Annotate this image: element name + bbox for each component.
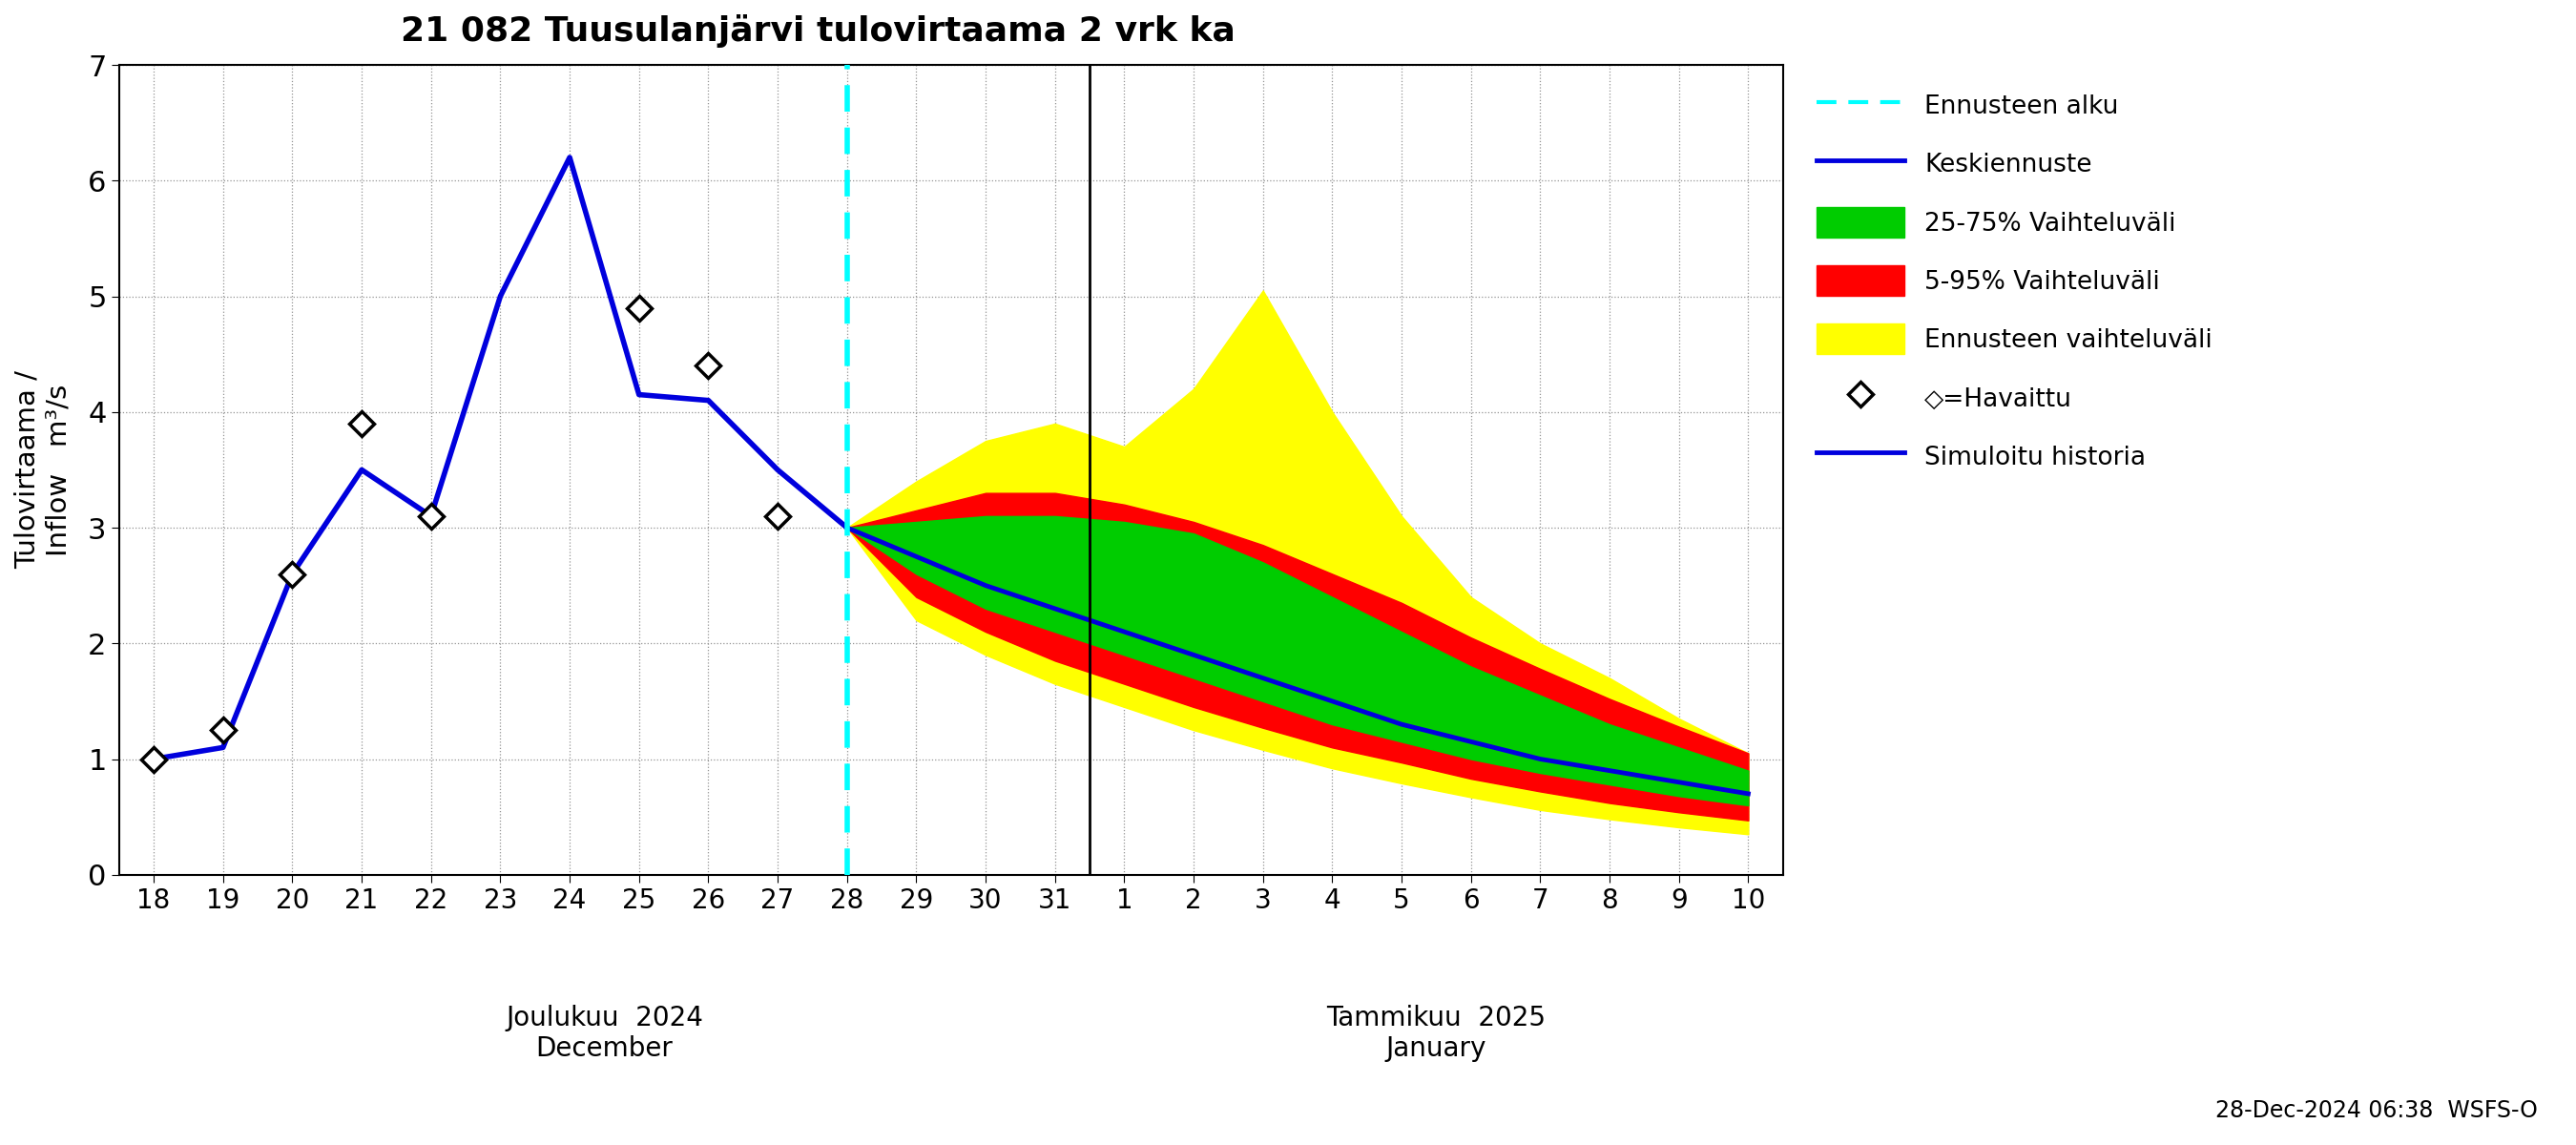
- Y-axis label: Tulovirtaama /
Inflow   m³/s: Tulovirtaama / Inflow m³/s: [15, 371, 72, 569]
- Text: Joulukuu  2024
December: Joulukuu 2024 December: [505, 1004, 703, 1061]
- Title: 21 082 Tuusulanjärvi tulovirtaama 2 vrk ka: 21 082 Tuusulanjärvi tulovirtaama 2 vrk …: [399, 14, 1236, 48]
- Text: Tammikuu  2025
January: Tammikuu 2025 January: [1327, 1004, 1546, 1061]
- Legend: Ennusteen alku, Keskiennuste, 25-75% Vaihteluväli, 5-95% Vaihteluväli, Ennusteen: Ennusteen alku, Keskiennuste, 25-75% Vai…: [1803, 78, 2226, 484]
- Text: 28-Dec-2024 06:38  WSFS-O: 28-Dec-2024 06:38 WSFS-O: [2215, 1099, 2537, 1122]
